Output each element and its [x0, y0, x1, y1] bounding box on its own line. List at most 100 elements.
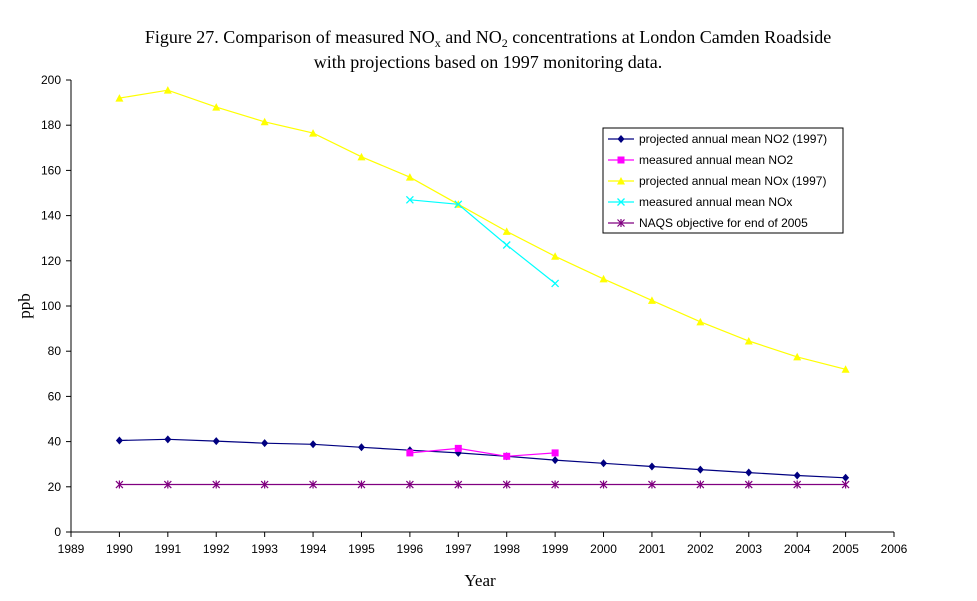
data-point: [454, 480, 463, 489]
legend-box: [602, 127, 844, 234]
data-point: [793, 471, 801, 480]
x-tick-label: 2001: [639, 542, 666, 556]
data-point: [309, 440, 317, 449]
data-point: [261, 439, 269, 448]
legend-label: projected annual mean NO2 (1997): [639, 132, 827, 146]
series-line: [119, 438, 846, 479]
y-tick-label: 60: [48, 389, 62, 403]
x-tick-label: 2004: [784, 542, 811, 556]
series-line: [409, 447, 556, 457]
title-subscript-2: 2: [502, 36, 508, 50]
data-point: [647, 296, 656, 304]
data-point: [744, 480, 753, 489]
y-tick-label: 0: [54, 525, 61, 539]
y-tick-label: 140: [41, 209, 61, 223]
data-point: [599, 480, 608, 489]
data-point: [744, 337, 753, 345]
data-point: [309, 129, 318, 137]
data-point: [405, 173, 414, 181]
data-point: [163, 86, 172, 94]
series-4: [405, 195, 560, 288]
data-point: [309, 480, 317, 489]
y-axis-title: ppb: [15, 293, 34, 319]
data-point: [696, 317, 705, 326]
data-point: [502, 241, 511, 249]
data-point: [793, 352, 802, 361]
legend-entry: projected annual mean NOx (1997): [608, 174, 826, 188]
data-point: [454, 444, 462, 452]
data-point: [648, 462, 656, 471]
data-point: [115, 436, 123, 445]
y-tick-label: 80: [48, 344, 62, 358]
legend-entry: measured annual mean NO2: [608, 153, 793, 167]
legend-label: measured annual mean NOx: [639, 195, 792, 209]
data-point: [502, 227, 511, 235]
x-tick-label: 1990: [106, 542, 133, 556]
data-point: [842, 473, 850, 482]
data-point: [164, 435, 172, 444]
data-point: [212, 480, 221, 489]
data-point: [600, 459, 608, 468]
legend-entry: measured annual mean NOx: [608, 195, 792, 209]
data-point: [357, 152, 366, 161]
data-point: [163, 480, 172, 489]
data-point: [212, 437, 220, 446]
data-point: [406, 449, 414, 457]
x-tick-label: 1998: [493, 542, 520, 556]
data-point: [357, 480, 366, 489]
y-tick-label: 120: [41, 254, 61, 268]
series-3: [115, 86, 850, 373]
data-point: [841, 365, 850, 373]
x-tick-label: 2006: [881, 542, 908, 556]
x-tick-label: 1999: [542, 542, 569, 556]
x-axis-title: Year: [464, 571, 496, 590]
data-point: [551, 449, 559, 457]
title-part-1: Figure 27. Comparison of measured NO: [145, 27, 435, 47]
y-tick-label: 200: [41, 73, 61, 87]
data-point: [405, 480, 414, 489]
series-line: [409, 199, 556, 284]
data-point: [551, 480, 560, 489]
data-point: [357, 443, 365, 452]
y-tick-label: 20: [48, 480, 62, 494]
legend-label: NAQS objective for end of 2005: [639, 216, 808, 230]
data-point: [551, 279, 560, 288]
chart-title-line-2: with projections based on 1997 monitorin…: [314, 52, 662, 72]
data-point: [405, 195, 414, 204]
data-point: [260, 117, 269, 126]
x-tick-label: 1997: [445, 542, 472, 556]
legend: projected annual mean NO2 (1997) measured…: [602, 127, 844, 234]
y-tick-label: 100: [41, 299, 61, 313]
legend-marker: [617, 219, 625, 227]
data-point: [551, 252, 560, 260]
x-tick-label: 1989: [58, 542, 85, 556]
x-tick-label: 2002: [687, 542, 714, 556]
plot-series: [115, 86, 850, 489]
legend-label: measured annual mean NO2: [639, 153, 793, 167]
series-5: [115, 480, 850, 489]
legend-label: projected annual mean NOx (1997): [639, 174, 826, 188]
data-point: [745, 468, 753, 477]
data-point: [696, 480, 705, 489]
legend-marker: [617, 198, 625, 206]
axis-ticks: 0 20 40 60 80 100 120 140 160 180 200 1989 1990 1991 1…: [41, 73, 908, 556]
legend-entry: NAQS objective for end of 2005: [608, 216, 808, 230]
series-2: [406, 444, 559, 460]
data-point: [454, 200, 463, 209]
data-point: [502, 480, 511, 489]
data-point: [503, 452, 511, 460]
chart-title-line-1: Figure 27. Comparison of measured NOx an…: [145, 27, 831, 50]
y-tick-label: 160: [41, 163, 61, 177]
data-point: [599, 274, 608, 283]
legend-marker: [617, 156, 625, 164]
data-point: [551, 456, 559, 465]
x-tick-label: 2000: [590, 542, 617, 556]
data-point: [115, 94, 124, 102]
x-tick-label: 1991: [154, 542, 181, 556]
data-point: [793, 480, 802, 489]
series-1: [115, 435, 850, 482]
y-tick-label: 180: [41, 118, 61, 132]
y-tick-label: 40: [48, 435, 62, 449]
x-tick-label: 1993: [251, 542, 278, 556]
